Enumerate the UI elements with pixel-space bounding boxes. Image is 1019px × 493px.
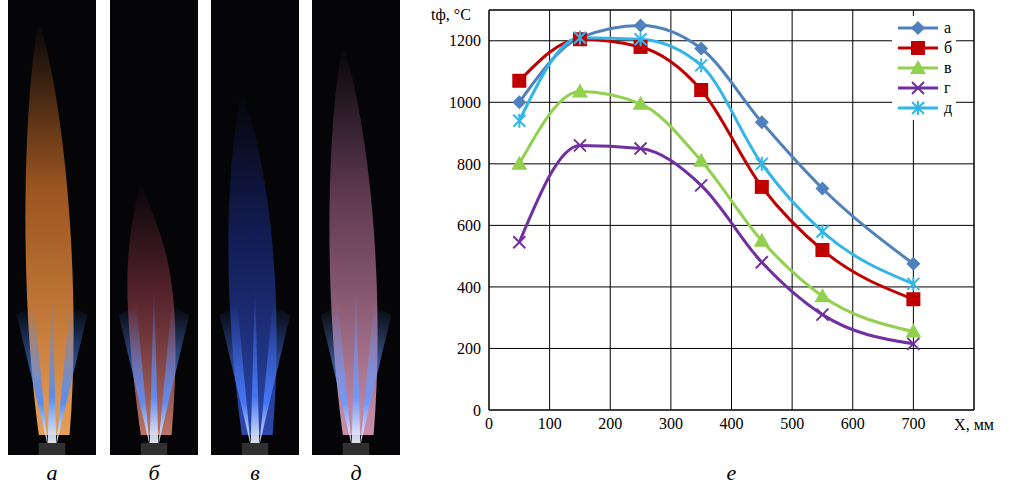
svg-text:tф, °C: tф, °C <box>431 6 471 24</box>
svg-text:0: 0 <box>485 415 493 432</box>
html-text:г: г <box>944 79 951 96</box>
svg-text:200: 200 <box>457 340 481 357</box>
html-text:д: д <box>944 99 953 116</box>
html-text:а: а <box>944 19 952 36</box>
html-text:д: д <box>350 460 362 485</box>
html-text:в: в <box>250 460 260 485</box>
svg-text:100: 100 <box>538 415 562 432</box>
svg-text:700: 700 <box>901 415 925 432</box>
html-text:б: б <box>944 39 953 56</box>
svg-text:800: 800 <box>457 156 481 173</box>
svg-text:0: 0 <box>473 402 481 419</box>
svg-text:300: 300 <box>659 415 683 432</box>
svg-text:500: 500 <box>780 415 804 432</box>
svg-text:1200: 1200 <box>449 32 481 49</box>
svg-text:600: 600 <box>841 415 865 432</box>
html-text:б: б <box>148 460 160 485</box>
svg-text:400: 400 <box>457 279 481 296</box>
svg-text:1000: 1000 <box>449 94 481 111</box>
html-text:а: а <box>46 460 58 485</box>
html-text:е: е <box>726 460 737 485</box>
svg-text:400: 400 <box>720 415 744 432</box>
svg-text:600: 600 <box>457 217 481 234</box>
svg-text:200: 200 <box>598 415 622 432</box>
svg-text:X, мм: X, мм <box>954 416 994 433</box>
html-text:в: в <box>944 59 952 76</box>
